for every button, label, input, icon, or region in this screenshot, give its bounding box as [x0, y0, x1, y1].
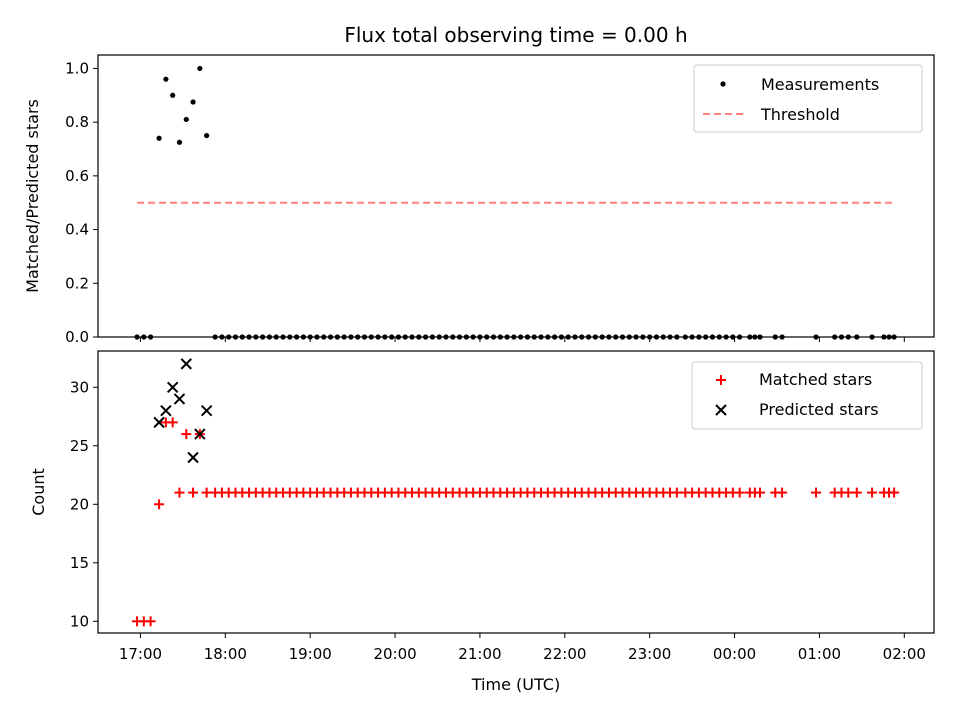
matched-star-point [167, 417, 178, 428]
x-tick-label: 18:00 [204, 645, 247, 663]
matched-star-point [811, 487, 822, 498]
matched-star-point [755, 487, 766, 498]
top-y-tick-label: 0.0 [65, 328, 89, 346]
x-tick-label: 02:00 [883, 645, 926, 663]
x-tick-label: 17:00 [119, 645, 162, 663]
matched-star-point [843, 487, 854, 498]
matched-star-point [154, 499, 165, 510]
top-y-axis-label: Matched/Predicted stars [23, 99, 42, 293]
matched-star-point [851, 487, 862, 498]
bottom-legend: Matched stars Predicted stars [691, 361, 923, 430]
top-y-tick-label: 0.4 [65, 221, 89, 239]
top-panel-frame [97, 54, 935, 338]
top-panel: 0.0 0.2 0.4 0.6 0.8 1.0 [65, 54, 935, 346]
bottom-y-tick-label: 25 [70, 437, 89, 455]
predicted-star-point [194, 428, 206, 440]
predicted-star-point [160, 404, 172, 417]
measurement-point [190, 99, 196, 105]
x-tick-label: 23:00 [628, 645, 671, 663]
top-y-tick-label: 0.2 [65, 274, 89, 292]
predicted-star-point [180, 358, 192, 370]
matched-star-point [777, 487, 788, 498]
measurement-point [163, 76, 169, 82]
x-tick-label: 00:00 [713, 645, 756, 663]
top-legend-frame [693, 64, 923, 133]
measurement-point [176, 139, 183, 145]
matched-star-point [188, 487, 199, 498]
predicted-star-point [153, 416, 165, 429]
bottom-legend-frame [691, 361, 923, 430]
measurement-point [197, 65, 203, 72]
top-legend: Measurements Threshold [693, 64, 923, 133]
bottom-y-tick-label: 10 [70, 612, 89, 630]
x-axis-label: Time (UTC) [471, 675, 560, 694]
legend-matched-label: Matched stars [759, 370, 872, 389]
matched-star-point [734, 487, 745, 498]
legend-measurements-label: Measurements [761, 75, 879, 94]
matched-star-point [174, 487, 185, 498]
measurement-point [204, 132, 210, 139]
legend-predicted-marker [715, 404, 727, 416]
matched-star-point [145, 616, 156, 627]
predicted-star-point [187, 451, 199, 464]
x-tick-label: 22:00 [543, 645, 586, 663]
bottom-panel: 10 15 20 25 30 17:00 18:00 19:00 20:00 21:00 22:00… [70, 350, 935, 663]
measurement-point [156, 135, 162, 141]
legend-predicted-label: Predicted stars [759, 400, 879, 419]
bottom-y-tick-label: 20 [70, 495, 89, 513]
bottom-y-tick-label: 30 [70, 378, 89, 396]
predicted-star-point [200, 404, 213, 417]
matched-star-point [867, 487, 878, 498]
legend-measurements-marker [720, 81, 726, 87]
chart-title: Flux total observing time = 0.00 h [344, 23, 687, 47]
matched-star-point [671, 487, 682, 498]
top-y-tick-label: 0.8 [65, 113, 89, 131]
top-y-tick-label: 0.6 [65, 167, 89, 185]
top-y-tick-label: 1.0 [65, 59, 89, 77]
matched-star-point [201, 487, 212, 498]
x-tick-label: 19:00 [289, 645, 332, 663]
legend-threshold-label: Threshold [760, 105, 840, 124]
legend-matched-marker [716, 375, 726, 385]
bottom-y-tick-label: 15 [70, 554, 89, 572]
bottom-panel-frame [97, 350, 935, 634]
x-tick-label: 20:00 [373, 645, 416, 663]
measurement-point [170, 92, 176, 98]
predicted-star-point [166, 381, 179, 393]
bottom-y-axis-label: Count [29, 468, 48, 516]
matched-star-point [889, 487, 900, 498]
predicted-star-point [173, 393, 186, 405]
x-tick-label: 21:00 [458, 645, 501, 663]
matched-star-point [181, 429, 192, 440]
measurement-point [183, 116, 189, 123]
x-tick-label: 01:00 [798, 645, 841, 663]
